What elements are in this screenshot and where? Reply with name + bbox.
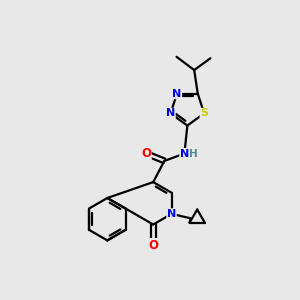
Text: N: N [166, 108, 175, 118]
Text: N: N [167, 209, 176, 219]
Text: O: O [141, 147, 151, 160]
Text: H: H [190, 148, 198, 158]
Text: S: S [200, 108, 208, 118]
Text: O: O [148, 238, 158, 252]
Text: N: N [172, 88, 182, 99]
Text: N: N [180, 148, 189, 158]
